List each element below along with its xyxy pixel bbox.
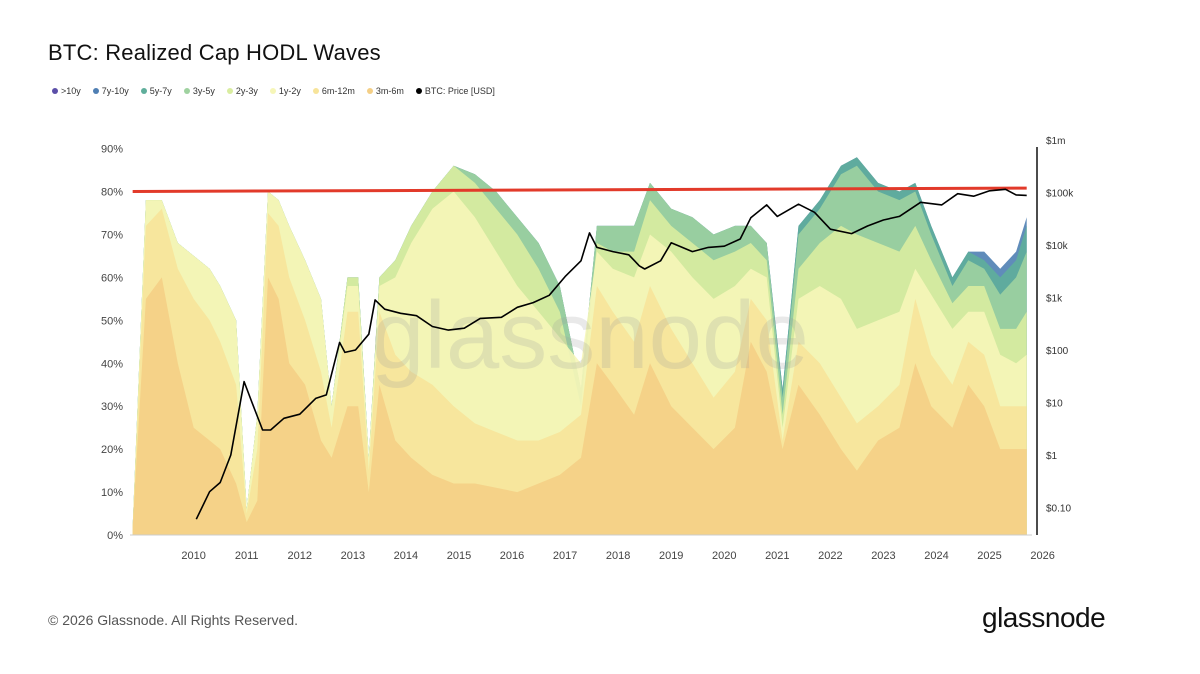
y-tick-label: 30% — [101, 401, 123, 413]
x-tick-label: 2025 — [977, 550, 1001, 562]
legend-item[interactable]: 2y-3y — [226, 86, 258, 96]
y2-tick-label: $0.10 — [1046, 504, 1071, 515]
price-line — [195, 188, 1027, 520]
y2-tick-label: $1m — [1046, 136, 1065, 147]
y-tick-label: 50% — [101, 315, 123, 327]
y-tick-label: 60% — [101, 272, 123, 284]
x-tick-label: 2021 — [765, 550, 789, 562]
copyright-text: © 2026 Glassnode. All Rights Reserved. — [48, 612, 299, 628]
legend-item[interactable]: 7y-10y — [92, 86, 129, 96]
legend-item[interactable]: 1y-2y — [269, 86, 301, 96]
legend-label: >10y — [61, 86, 81, 96]
y-tick-label: 20% — [101, 444, 123, 456]
legend-dot-icon — [226, 88, 233, 94]
legend-label: 2y-3y — [235, 86, 258, 96]
legend-dot-icon — [366, 88, 373, 94]
legend-item[interactable]: 6m-12m — [312, 86, 355, 96]
legend-dot-icon — [312, 88, 319, 94]
legend-item[interactable]: >10y — [52, 86, 81, 96]
legend-label: 3y-5y — [192, 86, 215, 96]
x-tick-label: 2012 — [288, 550, 312, 562]
x-tick-label: 2022 — [818, 550, 842, 562]
legend-item[interactable]: 5y-7y — [140, 86, 172, 96]
legend-dot-icon — [92, 88, 99, 94]
wave-area-0 — [132, 277, 1027, 535]
x-tick-label: 2023 — [871, 550, 895, 562]
y-tick-label: 0% — [107, 530, 123, 542]
btc-price-line — [195, 188, 1027, 520]
y-tick-label: 10% — [101, 487, 123, 499]
axes: 2010 2011 2012 2013 2014 2015 2016 2017 2018 2019… — [101, 136, 1074, 562]
legend-label: 7y-10y — [101, 86, 129, 96]
y2-tick-label: $100k — [1046, 189, 1074, 200]
x-tick-label: 2010 — [181, 550, 205, 562]
reference-line — [132, 186, 1027, 194]
legend-label: 1y-2y — [278, 86, 301, 96]
legend-label: 5y-7y — [149, 86, 172, 96]
legend-item[interactable]: 3m-6m — [366, 86, 404, 96]
x-tick-label: 2019 — [659, 550, 683, 562]
x-tick-label: 2015 — [447, 550, 471, 562]
legend: >10y 7y-10y 5y-7y 3y-5y 2y-3y 1y-2y 6m-12m 3m-6… — [52, 86, 507, 96]
legend-dot-icon — [140, 88, 147, 94]
y-tick-label: 90% — [101, 144, 123, 156]
y2-tick-label: $10k — [1046, 241, 1069, 252]
y-tick-label: 70% — [101, 229, 123, 241]
x-tick-label: 2013 — [341, 550, 365, 562]
watermark: glassnode — [371, 282, 809, 389]
x-tick-label: 2026 — [1030, 550, 1054, 562]
red-resistance-line — [132, 186, 1027, 194]
legend-dot-icon — [415, 88, 422, 94]
y2-tick-label: $10 — [1046, 399, 1063, 410]
x-tick-label: 2020 — [712, 550, 736, 562]
x-tick-label: 2011 — [235, 550, 259, 562]
x-tick-label: 2017 — [553, 550, 577, 562]
glassnode-logo: glassnode — [982, 602, 1106, 633]
y2-tick-label: $1 — [1046, 451, 1058, 462]
legend-label: 6m-12m — [321, 86, 355, 96]
y2-tick-label: $100 — [1046, 346, 1069, 357]
x-tick-label: 2018 — [606, 550, 630, 562]
wave-areas — [132, 157, 1027, 536]
y-tick-label: 40% — [101, 358, 123, 370]
chart-title: BTC: Realized Cap HODL Waves — [48, 40, 381, 65]
legend-dot-icon — [52, 88, 58, 94]
y-tick-label: 80% — [101, 187, 123, 199]
x-tick-label: 2024 — [924, 550, 948, 562]
legend-dot-icon — [183, 88, 190, 94]
legend-label: BTC: Price [USD] — [424, 86, 495, 96]
legend-dot-icon — [269, 88, 276, 94]
x-tick-label: 2016 — [500, 550, 524, 562]
x-tick-label: 2014 — [394, 550, 418, 562]
legend-label: 3m-6m — [375, 86, 404, 96]
legend-item[interactable]: BTC: Price [USD] — [415, 86, 495, 96]
y2-tick-label: $1k — [1046, 294, 1063, 305]
legend-item[interactable]: 3y-5y — [183, 86, 215, 96]
